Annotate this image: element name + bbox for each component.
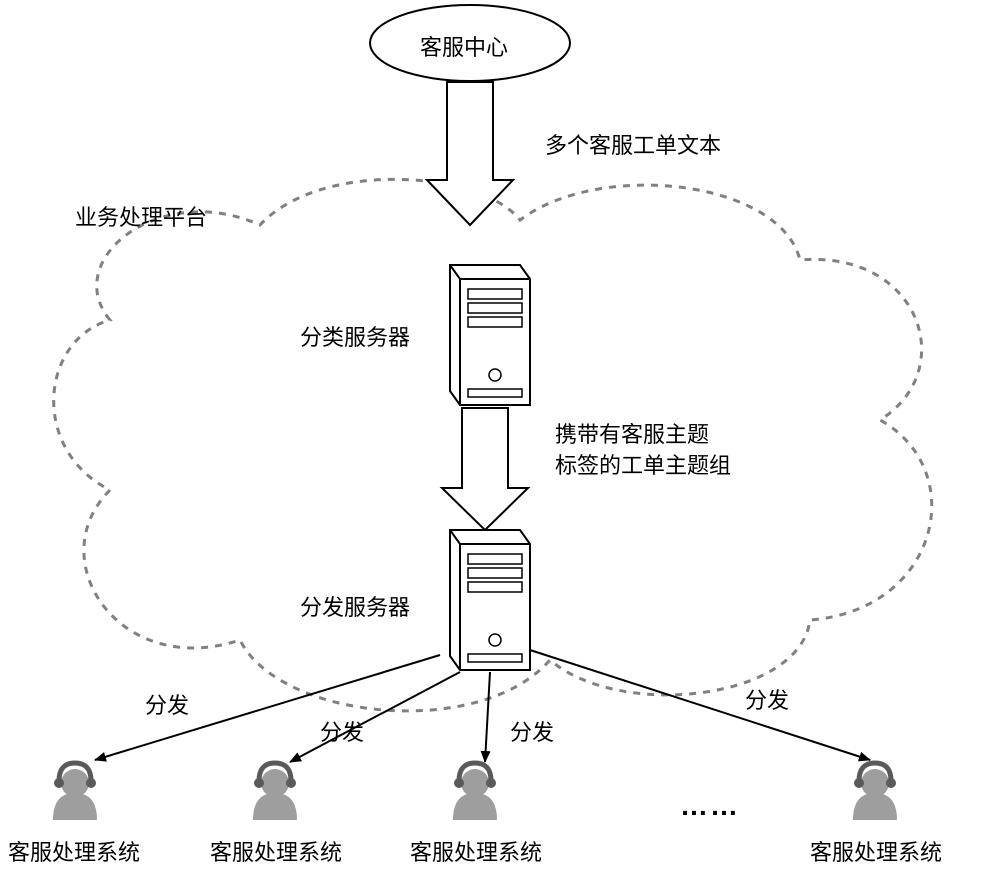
tickets-arrow-label: 多个客服工单文本 xyxy=(545,128,721,160)
dispatch-arrow-3 xyxy=(485,672,490,762)
call-center-label: 客服中心 xyxy=(420,30,508,62)
classify-server-label: 分类服务器 xyxy=(300,320,410,352)
diagram-canvas xyxy=(0,0,1000,872)
topic-block-arrow xyxy=(442,408,528,530)
dispatch-label-2: 分发 xyxy=(320,715,364,747)
agent-label-3: 客服处理系统 xyxy=(410,835,542,867)
dispatch-arrow-4 xyxy=(530,650,870,760)
agent-icon-3 xyxy=(453,763,497,820)
dispatch-server-label: 分发服务器 xyxy=(300,590,410,622)
platform-label: 业务处理平台 xyxy=(75,200,207,232)
dispatch-arrow-2 xyxy=(290,672,460,762)
topic-arrow-label-line1: 携带有客服主题 xyxy=(555,422,709,447)
dispatch-label-4: 分发 xyxy=(745,683,789,715)
agent-icon-4 xyxy=(853,763,897,820)
dispatch-server xyxy=(450,530,530,670)
agent-label-4: 客服处理系统 xyxy=(810,835,942,867)
topic-arrow-label: 携带有客服主题 标签的工单主题组 xyxy=(555,420,731,482)
agent-label-1: 客服处理系统 xyxy=(8,835,140,867)
ellipsis: …… xyxy=(680,790,740,822)
topic-arrow-label-line2: 标签的工单主题组 xyxy=(555,453,731,478)
agent-icon-2 xyxy=(253,763,297,820)
classify-server xyxy=(450,265,530,405)
dispatch-label-3: 分发 xyxy=(510,715,554,747)
tickets-block-arrow xyxy=(427,82,513,225)
dispatch-label-1: 分发 xyxy=(145,688,189,720)
cloud-platform xyxy=(54,179,932,711)
agent-icon-1 xyxy=(53,763,97,820)
agent-label-2: 客服处理系统 xyxy=(210,835,342,867)
